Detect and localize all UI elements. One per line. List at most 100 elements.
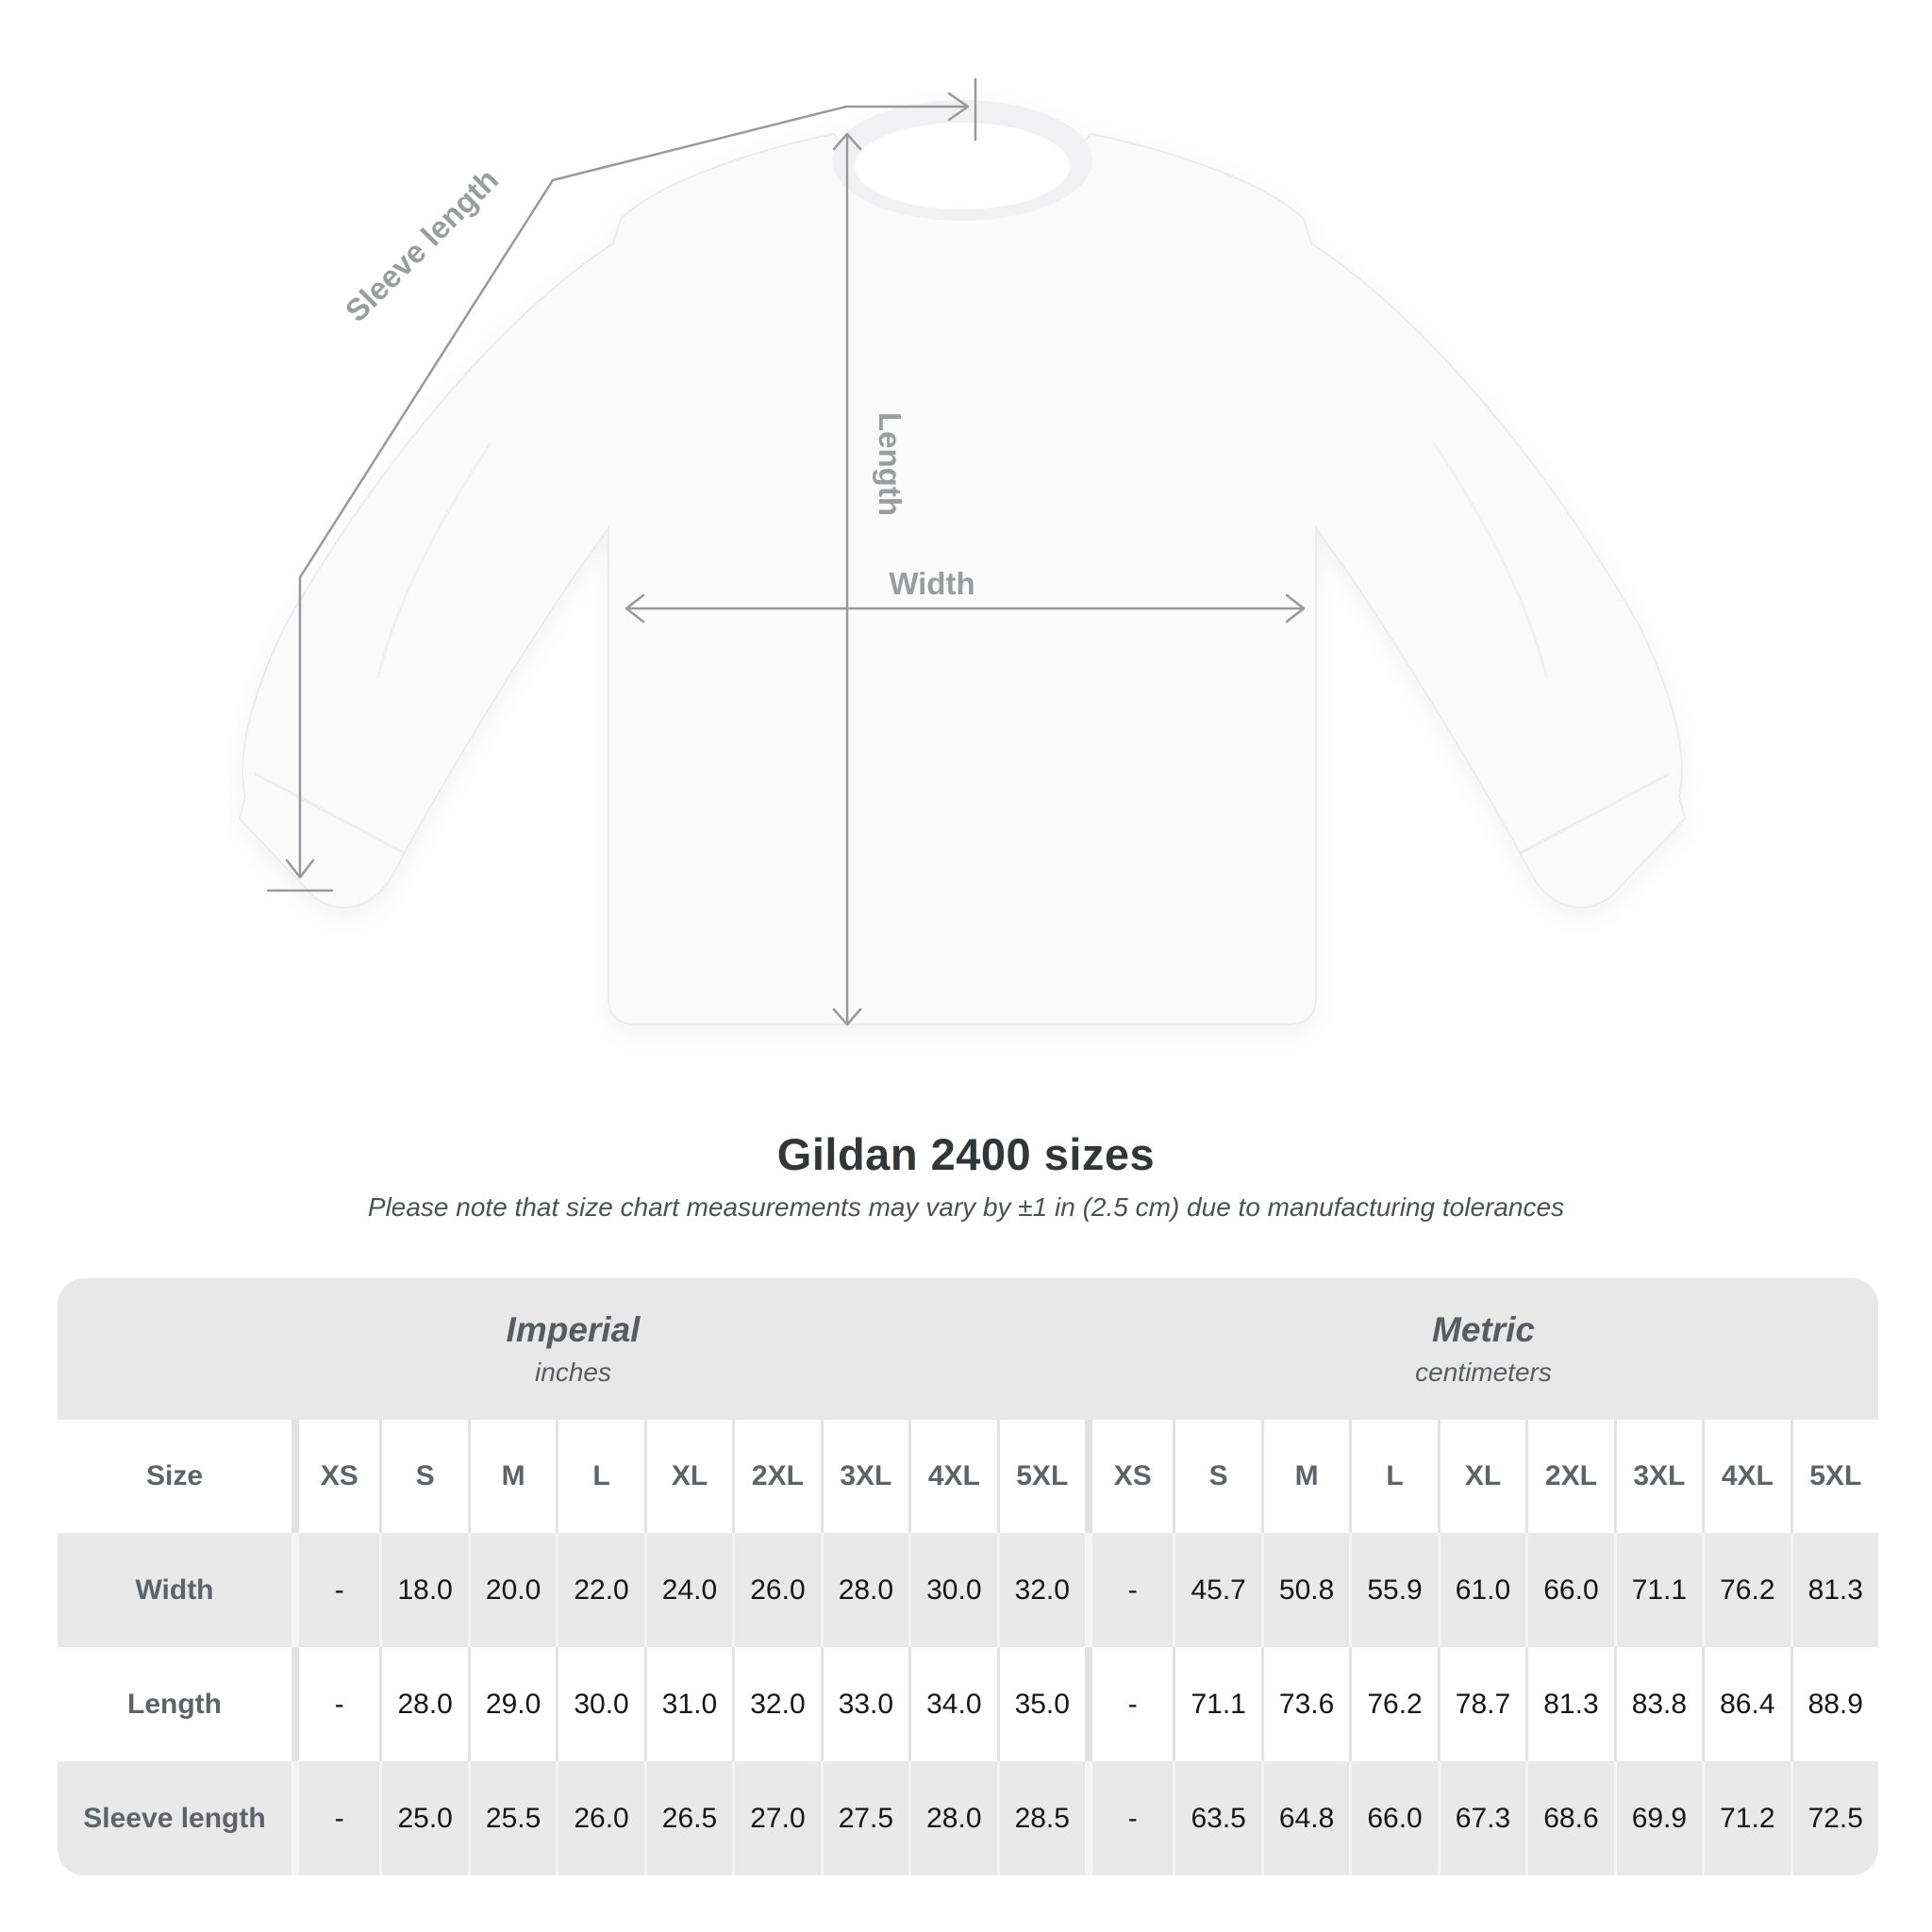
size-header-imperial-xl: XL: [643, 1420, 732, 1533]
row-label: Length: [127, 1688, 222, 1720]
value-cell-metric: 63.5: [1173, 1761, 1260, 1875]
value-cell-metric: 64.8: [1260, 1761, 1349, 1875]
size-header-metric-xs: XS: [1084, 1420, 1173, 1533]
shirt-image: [238, 100, 1687, 1025]
value-cell-metric: 81.3: [1790, 1533, 1878, 1647]
tolerance-note: Please note that size chart measurements…: [367, 1192, 1565, 1222]
value-cell-imperial: 28.0: [908, 1761, 996, 1875]
value-cell-metric: -: [1084, 1533, 1173, 1647]
value-cell-metric: 83.8: [1613, 1647, 1702, 1761]
size-header-metric-5xl: 5XL: [1790, 1420, 1878, 1533]
value-cell-imperial: -: [291, 1533, 379, 1647]
size-header-imperial-xs: XS: [291, 1420, 379, 1533]
size-header-imperial-4xl: 4XL: [908, 1420, 996, 1533]
table-row: Size XS S M L XL 2XL 3XL 4XL 5XL XS S M L XL 2XL 3XL 4XL 5…: [58, 1420, 1878, 1533]
page-title: Gildan 2400 sizes: [776, 1129, 1156, 1179]
value-cell-imperial: 25.0: [379, 1761, 467, 1875]
metric-title: Metric: [1432, 1310, 1535, 1349]
value-cell-imperial: 34.0: [908, 1647, 996, 1761]
size-header-imperial-s: S: [379, 1420, 467, 1533]
left-cuff-seam: [254, 772, 407, 856]
value-cell-metric: -: [1084, 1761, 1173, 1875]
value-cell-imperial: 32.0: [732, 1647, 820, 1761]
size-header-metric-4xl: 4XL: [1702, 1420, 1790, 1533]
size-header-metric-m: M: [1260, 1420, 1349, 1533]
unit-group-metric: Metric centimeters: [1089, 1278, 1878, 1420]
size-header-imperial-2xl: 2XL: [732, 1420, 820, 1533]
value-cell-metric: 66.0: [1525, 1533, 1613, 1647]
value-cell-imperial: 22.0: [556, 1533, 643, 1647]
value-cell-metric: 71.2: [1702, 1761, 1790, 1875]
value-cell-metric: 61.0: [1437, 1533, 1525, 1647]
row-label: Sleeve length: [83, 1802, 266, 1834]
size-column-header: Size: [145, 1460, 204, 1491]
value-cell-imperial: 30.0: [556, 1647, 643, 1761]
value-cell-metric: 72.5: [1790, 1761, 1878, 1875]
value-cell-imperial: 35.0: [996, 1647, 1085, 1761]
size-header-imperial-l: L: [556, 1420, 643, 1533]
size-header-metric-l: L: [1349, 1420, 1437, 1533]
unit-group-imperial: Imperial inches: [58, 1278, 1089, 1420]
size-header-metric-s: S: [1173, 1420, 1260, 1533]
value-cell-metric: 86.4: [1702, 1647, 1790, 1761]
value-cell-metric: 45.7: [1173, 1533, 1260, 1647]
value-cell-imperial: 20.0: [467, 1533, 556, 1647]
table-row: Width -18.0 20.0 22.0 24.0 26.0 28.0 30.0 32.0-4…: [58, 1533, 1878, 1647]
size-header-imperial-3xl: 3XL: [820, 1420, 908, 1533]
value-cell-imperial: -: [291, 1647, 379, 1761]
value-cell-metric: 68.6: [1525, 1761, 1613, 1875]
value-cell-imperial: 28.0: [820, 1533, 908, 1647]
width-label: Width: [889, 566, 974, 601]
value-cell-imperial: 25.5: [467, 1761, 556, 1875]
right-cuff-seam: [1518, 772, 1671, 856]
value-cell-imperial: 28.5: [996, 1761, 1085, 1875]
left-sleeve-fold: [375, 442, 492, 680]
size-header-metric-3xl: 3XL: [1613, 1420, 1702, 1533]
value-cell-imperial: -: [291, 1761, 379, 1875]
value-cell-metric: 50.8: [1260, 1533, 1349, 1647]
metric-unit: centimeters: [1415, 1357, 1552, 1387]
value-cell-imperial: 18.0: [379, 1533, 467, 1647]
size-grid: Size XS S M L XL 2XL 3XL 4XL 5XL XS S M L XL 2XL 3XL 4XL 5…: [58, 1420, 1878, 1875]
sleeve-length-label: Sleeve length: [339, 162, 506, 329]
length-label: Length: [873, 412, 908, 516]
value-cell-imperial: 32.0: [996, 1533, 1085, 1647]
imperial-unit: inches: [535, 1357, 611, 1387]
value-cell-imperial: 24.0: [643, 1533, 732, 1647]
value-cell-metric: 78.7: [1437, 1647, 1525, 1761]
size-header-imperial-m: M: [467, 1420, 556, 1533]
right-sleeve-fold: [1432, 442, 1549, 680]
value-cell-imperial: 27.5: [820, 1761, 908, 1875]
value-cell-metric: 67.3: [1437, 1761, 1525, 1875]
value-cell-imperial: 27.0: [732, 1761, 820, 1875]
size-table: Imperial inches Metric centimeters Size X…: [58, 1278, 1878, 1875]
value-cell-metric: 76.2: [1702, 1533, 1790, 1647]
length-arrow: [832, 132, 862, 1026]
value-cell-imperial: 26.5: [643, 1761, 732, 1875]
value-cell-metric: -: [1084, 1647, 1173, 1761]
table-row: Sleeve length -25.0 25.5 26.0 26.5 27.0 27.5 28…: [58, 1761, 1878, 1875]
row-label: Width: [135, 1574, 214, 1606]
shirt-diagram: Sleeve length Length Width: [238, 77, 1687, 1026]
unit-header-band: Imperial inches Metric centimeters: [58, 1278, 1878, 1420]
value-cell-imperial: 26.0: [556, 1761, 643, 1875]
value-cell-metric: 73.6: [1260, 1647, 1349, 1761]
size-header-metric-2xl: 2XL: [1525, 1420, 1613, 1533]
value-cell-imperial: 29.0: [467, 1647, 556, 1761]
value-cell-imperial: 31.0: [643, 1647, 732, 1761]
value-cell-imperial: 26.0: [732, 1533, 820, 1647]
value-cell-metric: 71.1: [1613, 1533, 1702, 1647]
value-cell-imperial: 28.0: [379, 1647, 467, 1761]
collar-inner: [855, 123, 1070, 209]
value-cell-metric: 69.9: [1613, 1761, 1702, 1875]
table-row: Length -28.0 29.0 30.0 31.0 32.0 33.0 34.0 35.0-…: [58, 1647, 1878, 1761]
value-cell-imperial: 30.0: [908, 1533, 996, 1647]
value-cell-metric: 71.1: [1173, 1647, 1260, 1761]
value-cell-imperial: 33.0: [820, 1647, 908, 1761]
sleeve-length-arrow: [266, 77, 977, 892]
size-header-imperial-5xl: 5XL: [996, 1420, 1085, 1533]
value-cell-metric: 81.3: [1525, 1647, 1613, 1761]
imperial-title: Imperial: [506, 1310, 641, 1349]
value-cell-metric: 88.9: [1790, 1647, 1878, 1761]
